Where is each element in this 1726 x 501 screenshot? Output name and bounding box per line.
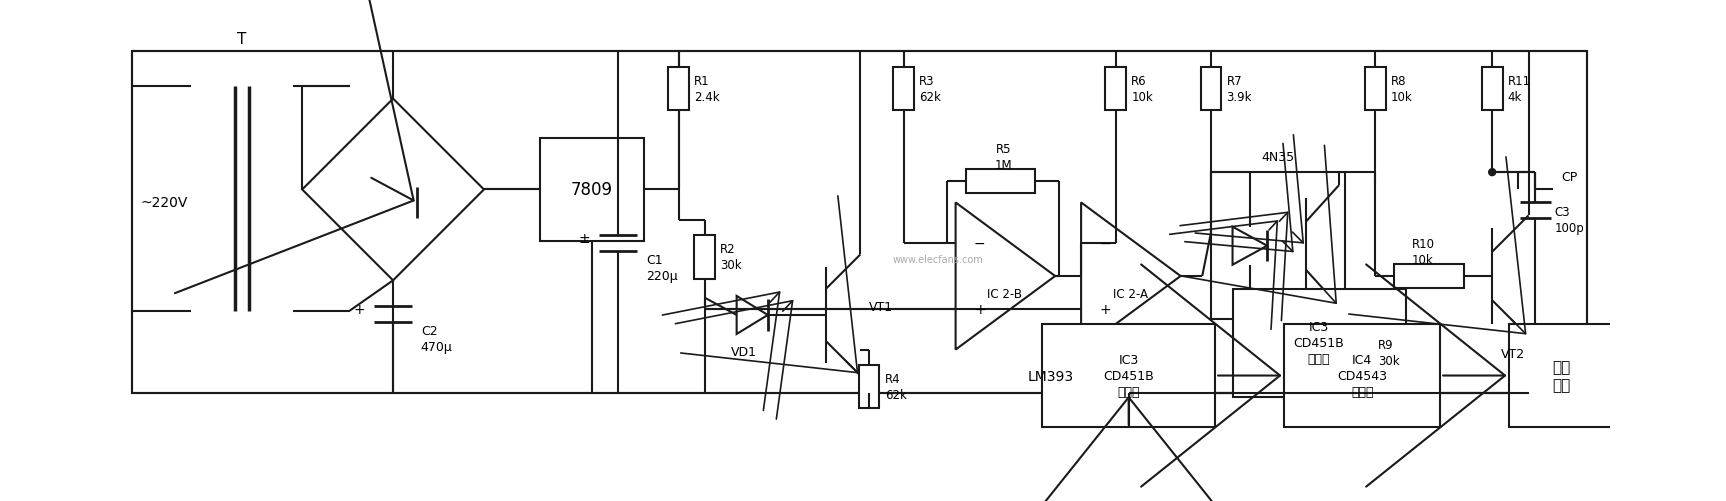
- Text: C2
470μ: C2 470μ: [421, 324, 452, 353]
- Text: 4N35: 4N35: [1262, 151, 1294, 164]
- Bar: [1351, 331, 1372, 374]
- Bar: [1232, 290, 1405, 397]
- Text: R11
4k: R11 4k: [1509, 75, 1531, 104]
- Text: ~220V: ~220V: [140, 196, 188, 210]
- Bar: [668, 68, 689, 111]
- Text: R10
10k: R10 10k: [1412, 238, 1434, 267]
- Bar: [131, 52, 1588, 393]
- Text: www.elecfans.com: www.elecfans.com: [892, 254, 984, 264]
- Bar: [1483, 68, 1503, 111]
- Text: VT2: VT2: [1502, 348, 1526, 361]
- Text: VT1: VT1: [870, 300, 892, 313]
- Text: +: +: [973, 302, 986, 316]
- Text: IC 2-B: IC 2-B: [987, 287, 1022, 300]
- Bar: [858, 365, 880, 409]
- Bar: [1212, 173, 1345, 320]
- Bar: [1284, 324, 1439, 427]
- Text: R9
30k: R9 30k: [1377, 338, 1400, 367]
- Text: C3
100p: C3 100p: [1555, 206, 1584, 235]
- Text: ±: ±: [578, 231, 590, 245]
- Text: 数码
显示: 数码 显示: [1552, 359, 1571, 393]
- Text: T: T: [236, 32, 247, 47]
- Bar: [540, 138, 644, 242]
- Bar: [694, 236, 715, 279]
- Text: R3
62k: R3 62k: [920, 75, 941, 104]
- Bar: [1365, 68, 1386, 111]
- Text: VD1: VD1: [730, 345, 756, 358]
- Text: IC3
CD451B
计数器: IC3 CD451B 计数器: [1103, 353, 1155, 398]
- Bar: [1201, 68, 1222, 111]
- Text: R1
2.4k: R1 2.4k: [694, 75, 720, 104]
- Text: +: +: [1099, 302, 1112, 316]
- Text: IC4
CD4543
译码器: IC4 CD4543 译码器: [1338, 353, 1388, 398]
- Text: −: −: [973, 236, 986, 250]
- Text: R5
1M: R5 1M: [994, 143, 1011, 172]
- Text: R2
30k: R2 30k: [720, 243, 742, 272]
- Bar: [1510, 324, 1614, 427]
- Text: CP: CP: [1562, 171, 1578, 183]
- Bar: [1043, 324, 1215, 427]
- Text: IC3
CD451B
计数器: IC3 CD451B 计数器: [1294, 321, 1345, 365]
- Text: IC 2-A: IC 2-A: [1113, 287, 1148, 300]
- Text: R7
3.9k: R7 3.9k: [1227, 75, 1251, 104]
- Text: 7809: 7809: [571, 181, 613, 199]
- Text: R8
10k: R8 10k: [1391, 75, 1412, 104]
- Text: R6
10k: R6 10k: [1131, 75, 1153, 104]
- Circle shape: [1490, 169, 1496, 176]
- Text: −: −: [1099, 236, 1112, 250]
- Text: +: +: [354, 302, 366, 316]
- Bar: [1395, 265, 1464, 289]
- Text: C1
220μ: C1 220μ: [646, 253, 677, 282]
- Bar: [894, 68, 915, 111]
- Bar: [1105, 68, 1125, 111]
- Bar: [967, 169, 1036, 193]
- Text: LM393: LM393: [1027, 369, 1074, 383]
- Text: R4
62k: R4 62k: [885, 373, 906, 401]
